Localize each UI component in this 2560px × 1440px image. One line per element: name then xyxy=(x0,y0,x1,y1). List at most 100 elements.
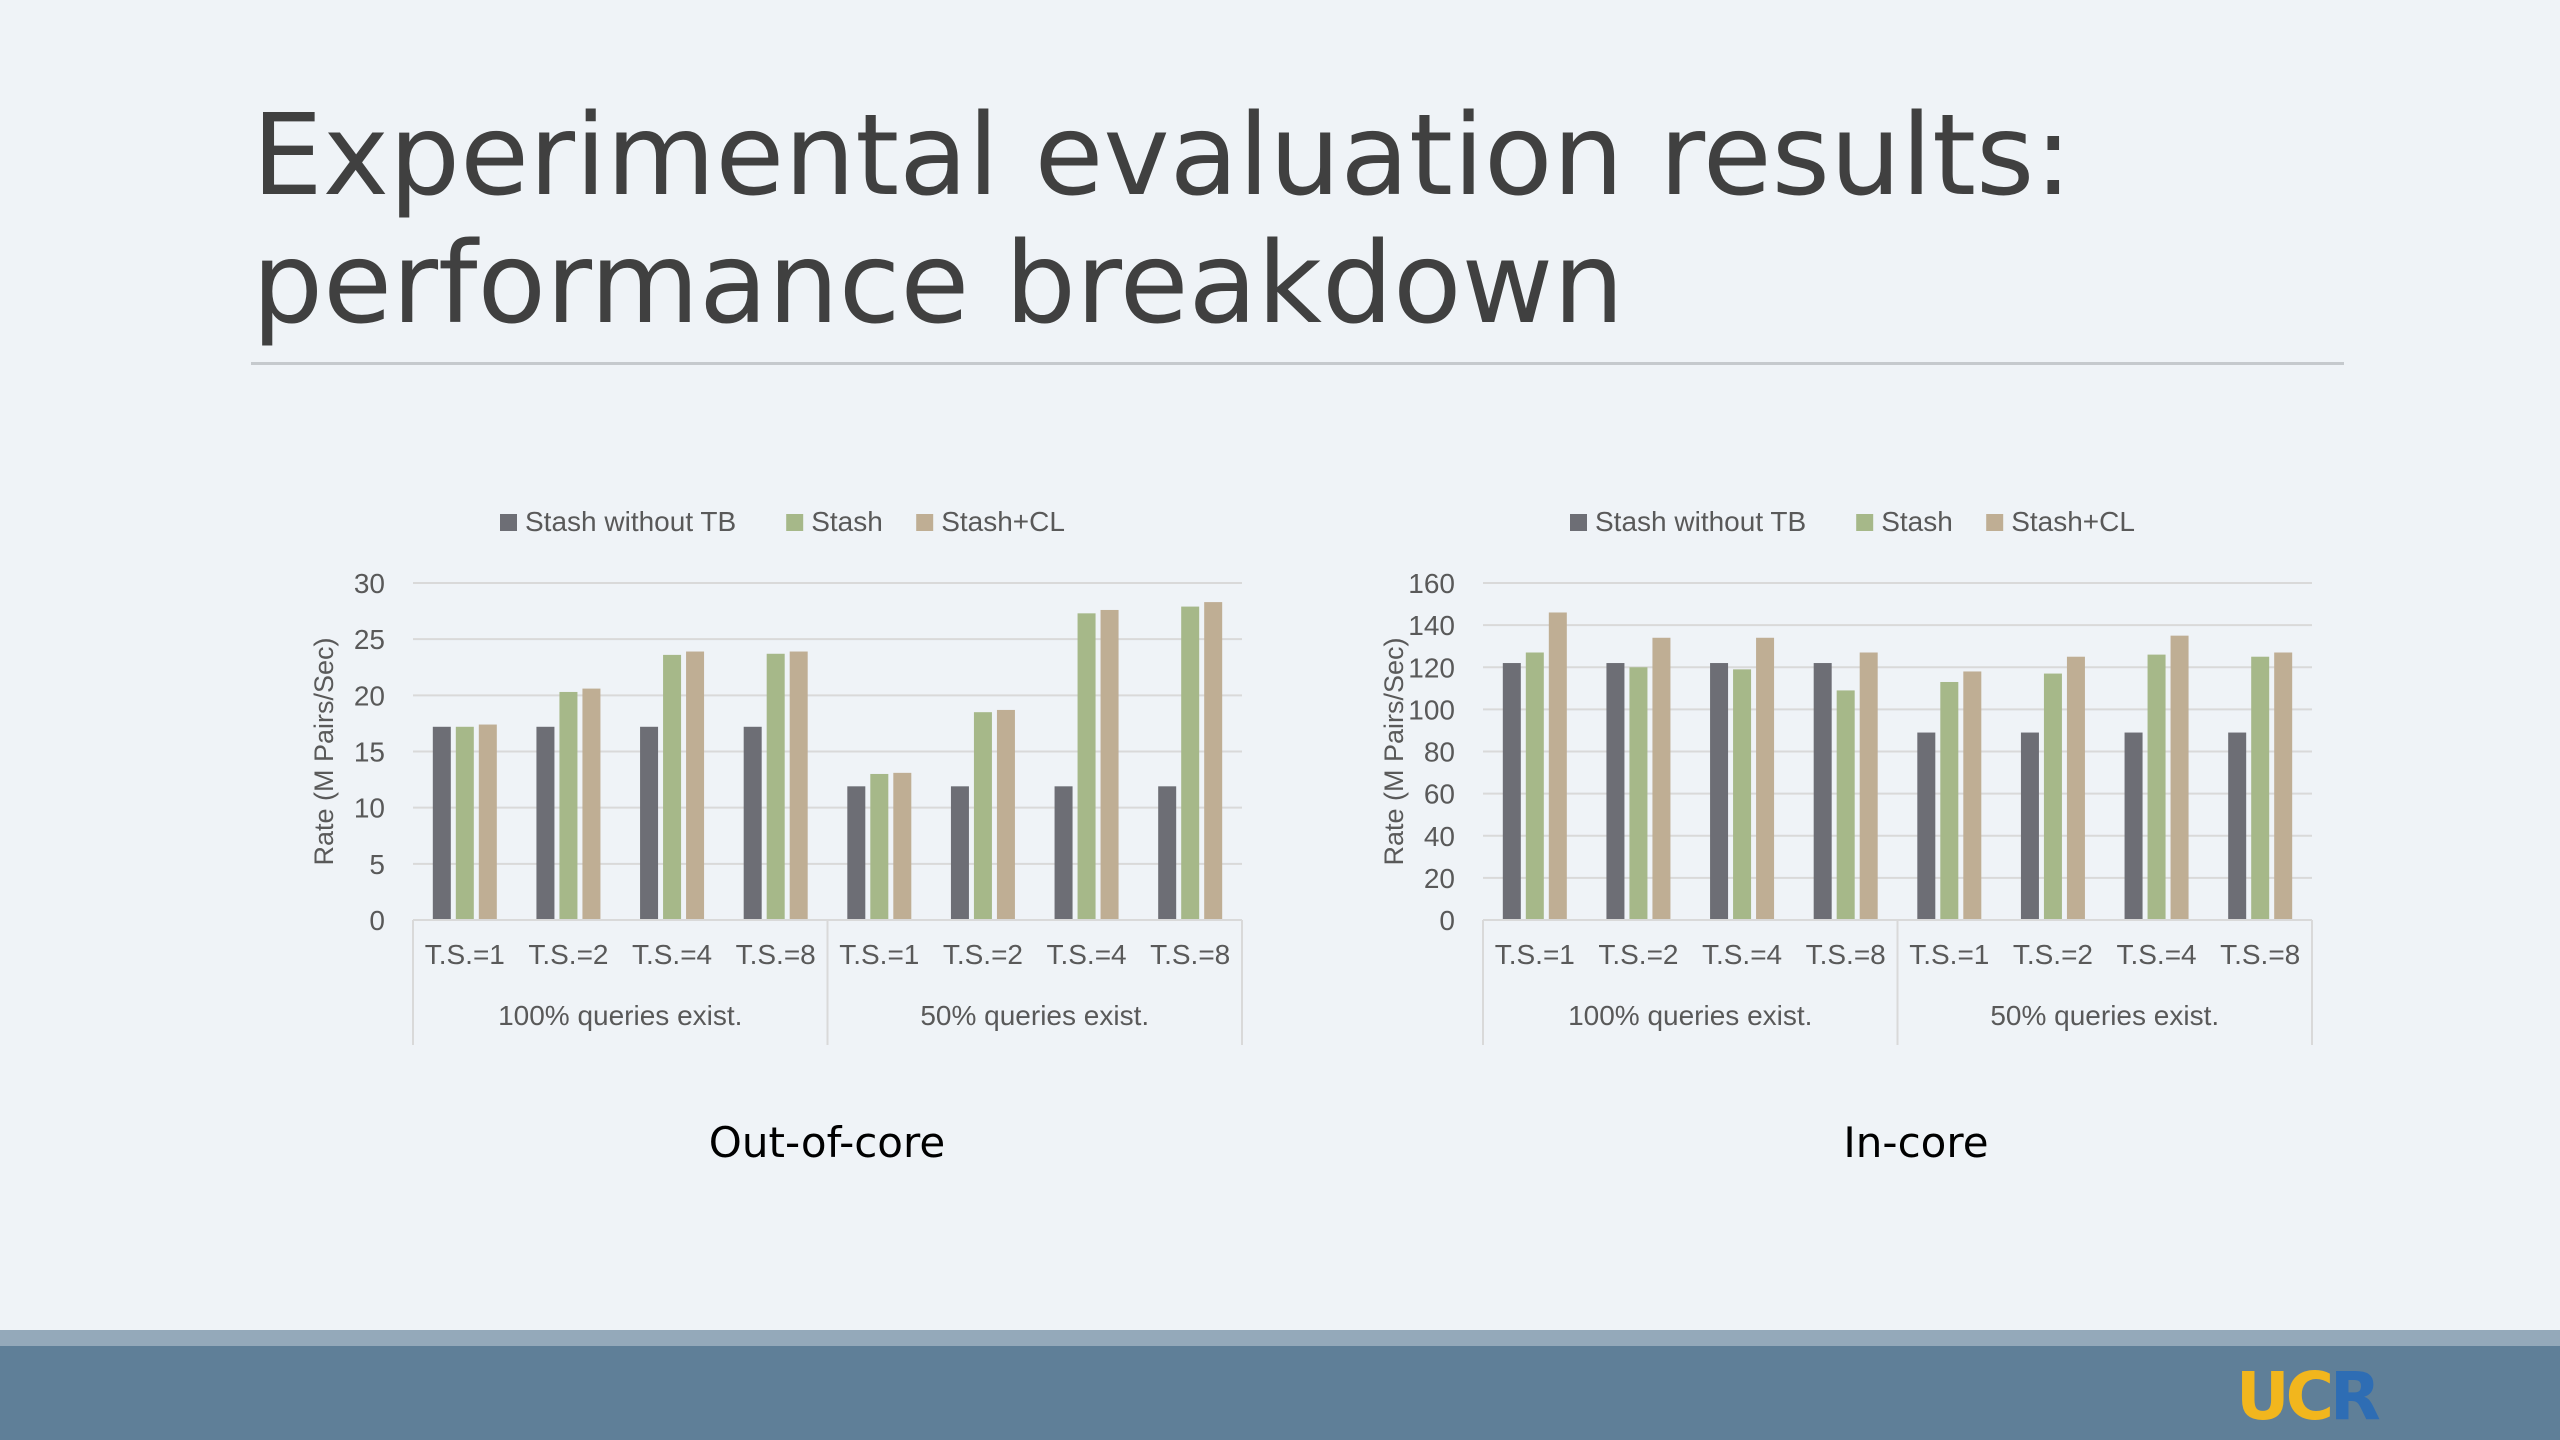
ooc-ytick-5: 25 xyxy=(354,624,385,655)
inc-bar-2-2 xyxy=(1756,637,1775,920)
inc-bar-0-6 xyxy=(2124,732,2143,920)
ooc-bar-0-4 xyxy=(847,786,866,920)
inc-group-label-1: 50% queries exist. xyxy=(1990,1000,2219,1031)
inc-ytick-3: 60 xyxy=(1424,779,1455,810)
inc-legend-label-2: Stash+CL xyxy=(2011,506,2135,537)
ooc-xtick-5: T.S.=2 xyxy=(943,939,1023,970)
ooc-bar-0-7 xyxy=(1158,786,1177,920)
inc-bar-0-1 xyxy=(1606,663,1625,920)
ooc-bar-2-1 xyxy=(582,688,601,920)
ooc-legend-swatch-1 xyxy=(786,514,804,531)
inc-bar-0-5 xyxy=(2020,732,2039,920)
inc-ytick-2: 40 xyxy=(1424,821,1455,852)
inc-bar-0-3 xyxy=(1813,663,1832,920)
inc-bar-0-7 xyxy=(2228,732,2247,920)
ooc-bar-0-1 xyxy=(536,726,555,920)
ooc-legend-swatch-0 xyxy=(500,514,517,531)
footer-accent-band xyxy=(0,1330,2560,1346)
inc-xtick-3: T.S.=8 xyxy=(1806,939,1886,970)
inc-bar-1-0 xyxy=(1525,652,1544,920)
inc-group-label-0: 100% queries exist. xyxy=(1568,1000,1812,1031)
ooc-bar-0-6 xyxy=(1054,786,1073,920)
in-core-chart: Stash without TB Stash Stash+CL 0 20 40 60 80 10… xyxy=(1379,506,2313,1045)
ooc-bar-1-3 xyxy=(766,653,785,920)
inc-bar-0-4 xyxy=(1917,732,1936,920)
ooc-group-label-0: 100% queries exist. xyxy=(498,1000,742,1031)
slide-title-line1: Experimental evaluation results: xyxy=(252,91,2073,221)
ooc-bar-0-3 xyxy=(743,726,762,920)
ooc-bar-2-0 xyxy=(478,724,497,920)
ooc-bar-1-5 xyxy=(973,712,992,920)
title-divider xyxy=(251,362,2344,365)
inc-ytick-0: 0 xyxy=(1439,905,1455,936)
ooc-bar-0-5 xyxy=(950,786,969,920)
ooc-xtick-1: T.S.=2 xyxy=(528,939,608,970)
inc-bar-2-6 xyxy=(2170,635,2189,920)
ooc-bar-1-1 xyxy=(559,691,578,920)
ucr-logo: UCR xyxy=(2236,1358,2381,1435)
in-core-caption: In-core xyxy=(1843,1118,1989,1167)
inc-xtick-4: T.S.=1 xyxy=(1909,939,1989,970)
inc-xtick-2: T.S.=4 xyxy=(1702,939,1782,970)
inc-bar-1-1 xyxy=(1629,667,1648,920)
ooc-ytick-3: 15 xyxy=(354,737,385,768)
inc-bar-1-4 xyxy=(1940,681,1959,920)
inc-bar-1-3 xyxy=(1836,690,1855,920)
inc-bar-2-5 xyxy=(2066,656,2085,920)
out-of-core-caption: Out-of-core xyxy=(708,1118,946,1167)
ooc-legend-label-2: Stash+CL xyxy=(941,506,1065,537)
ooc-legend-label-1: Stash xyxy=(811,506,883,537)
ooc-bar-2-2 xyxy=(686,651,705,920)
inc-ylabel: Rate (M Pairs/Sec) xyxy=(1379,637,1409,865)
inc-xtick-7: T.S.=8 xyxy=(2220,939,2300,970)
ooc-bar-1-7 xyxy=(1181,606,1200,920)
inc-bar-0-0 xyxy=(1502,663,1521,920)
ooc-bar-1-2 xyxy=(663,654,682,920)
ooc-bar-2-5 xyxy=(996,709,1015,920)
ooc-legend-swatch-2 xyxy=(916,514,934,531)
ooc-bar-0-0 xyxy=(432,726,451,920)
ooc-ytick-1: 5 xyxy=(369,849,385,880)
inc-legend-swatch-0 xyxy=(1570,514,1587,531)
inc-bar-2-0 xyxy=(1548,612,1567,920)
inc-ytick-6: 120 xyxy=(1408,652,1455,683)
inc-legend-label-0: Stash without TB xyxy=(1595,506,1806,537)
ooc-bar-1-0 xyxy=(455,726,474,920)
inc-ytick-5: 100 xyxy=(1408,694,1455,725)
ooc-ytick-0: 0 xyxy=(369,905,385,936)
inc-xtick-6: T.S.=4 xyxy=(2116,939,2196,970)
inc-ytick-4: 80 xyxy=(1424,737,1455,768)
slide-title-line2: performance breakdown xyxy=(252,219,1625,349)
inc-xtick-0: T.S.=1 xyxy=(1495,939,1575,970)
inc-xtick-5: T.S.=2 xyxy=(2013,939,2093,970)
slide-title: Experimental evaluation results: perform… xyxy=(252,92,2352,348)
inc-bar-2-3 xyxy=(1859,652,1878,920)
ooc-bar-1-4 xyxy=(870,773,889,920)
inc-xtick-1: T.S.=2 xyxy=(1598,939,1678,970)
inc-ytick-1: 20 xyxy=(1424,863,1455,894)
ooc-xtick-6: T.S.=4 xyxy=(1046,939,1126,970)
inc-ytick-7: 140 xyxy=(1408,610,1455,641)
out-of-core-chart: Stash without TB Stash Stash+CL 0 5 10 15 20 25 3… xyxy=(309,506,1243,1045)
ooc-xtick-0: T.S.=1 xyxy=(425,939,505,970)
inc-bar-1-7 xyxy=(2251,656,2270,920)
ooc-group-label-1: 50% queries exist. xyxy=(920,1000,1149,1031)
ooc-xtick-2: T.S.=4 xyxy=(632,939,712,970)
inc-ytick-8: 160 xyxy=(1408,568,1455,599)
inc-bar-1-2 xyxy=(1733,669,1752,920)
ooc-ytick-4: 20 xyxy=(354,680,385,711)
ooc-xtick-7: T.S.=8 xyxy=(1150,939,1230,970)
ooc-bar-1-6 xyxy=(1077,613,1096,920)
ooc-bar-2-4 xyxy=(893,772,912,920)
inc-legend-swatch-1 xyxy=(1856,514,1874,531)
ooc-ytick-2: 10 xyxy=(354,793,385,824)
inc-bar-1-5 xyxy=(2043,673,2062,920)
ooc-ylabel: Rate (M Pairs/Sec) xyxy=(309,637,339,865)
inc-bar-1-6 xyxy=(2147,654,2166,920)
inc-bar-0-2 xyxy=(1710,663,1729,920)
ooc-xtick-3: T.S.=8 xyxy=(736,939,816,970)
inc-bar-2-1 xyxy=(1652,637,1671,920)
inc-bar-2-4 xyxy=(1963,671,1982,920)
ooc-ytick-6: 30 xyxy=(354,568,385,599)
ooc-legend-label-0: Stash without TB xyxy=(525,506,736,537)
